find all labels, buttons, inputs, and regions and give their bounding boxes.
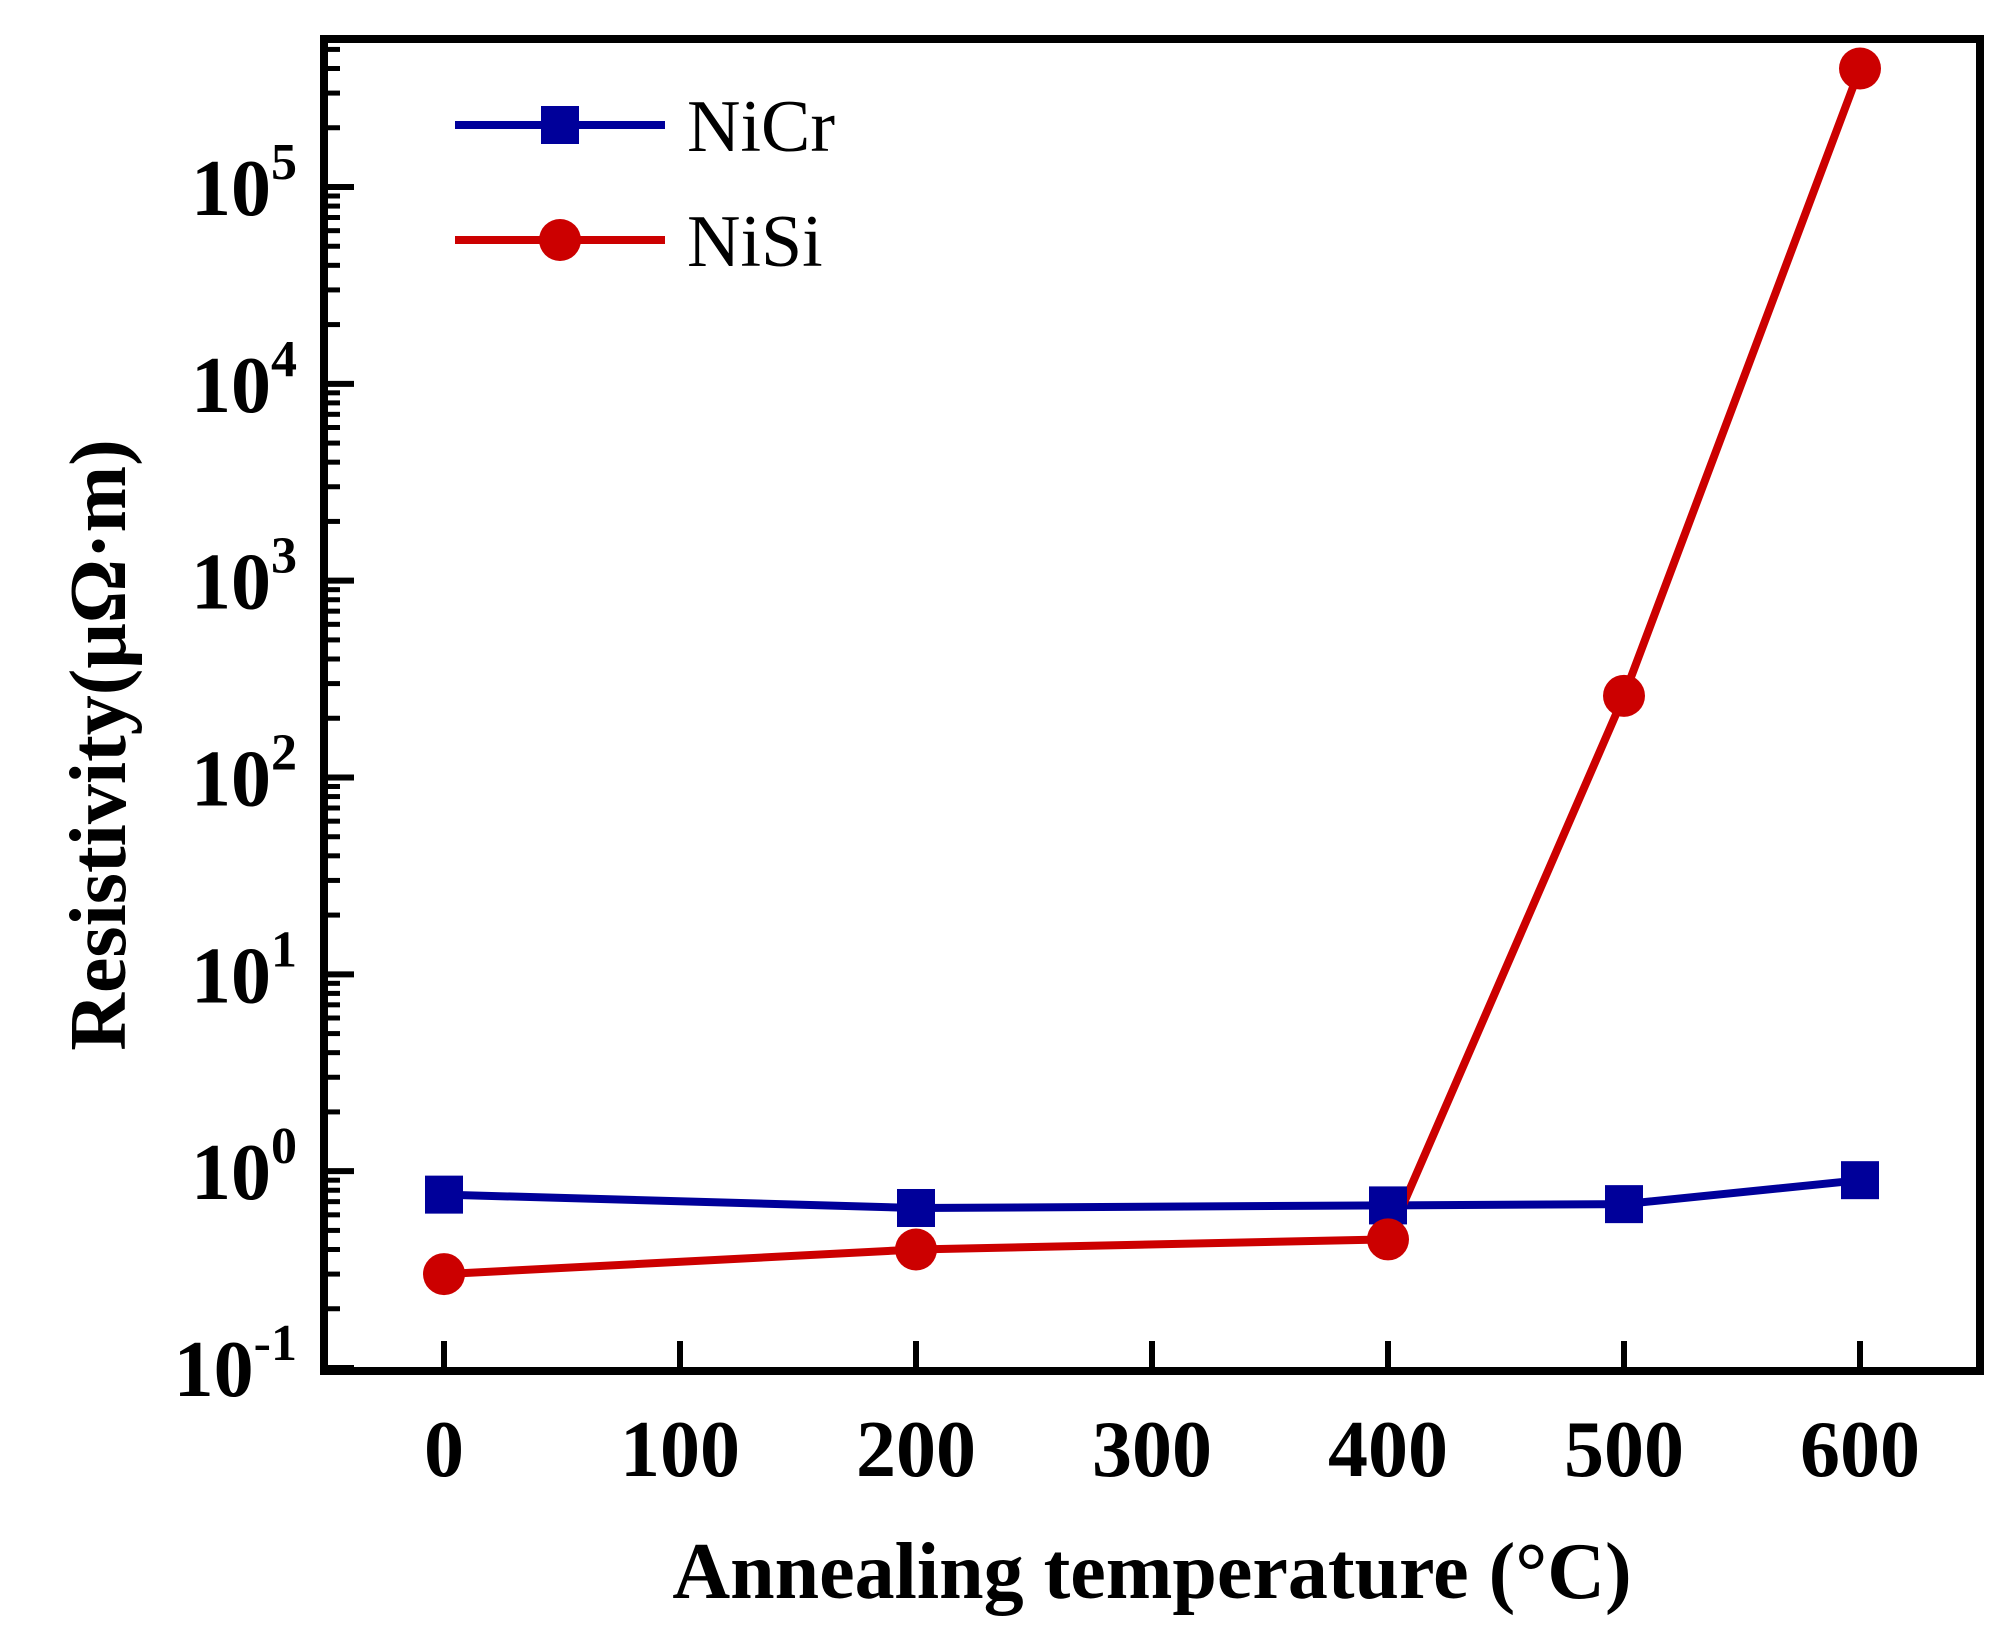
data-point-nicr — [897, 1188, 935, 1227]
legend: NiCr NiSi — [455, 86, 835, 283]
y-tick-label: 104 — [191, 331, 297, 430]
y-tick-label: 101 — [191, 921, 297, 1020]
y-tick-labels: 10-1 100 101 102 103 104 105 — [174, 134, 297, 1414]
x-tick-label: 200 — [856, 1406, 976, 1494]
y-axis-title: Resistivity(μΩ·m) — [55, 439, 143, 1051]
series-line-nisi — [443, 67, 1864, 1279]
y-tick-label: 10-1 — [174, 1315, 297, 1414]
data-point-nisi — [1839, 47, 1881, 90]
data-point-nisi — [895, 1228, 937, 1271]
series-line-nicr — [443, 1176, 1861, 1212]
x-tick-label: 500 — [1564, 1406, 1684, 1494]
y-tick-label: 100 — [191, 1118, 297, 1217]
y-tick-label: 105 — [191, 134, 297, 233]
x-tick-labels: 0 100 200 300 400 500 600 — [424, 1406, 1920, 1494]
x-tick-label: 300 — [1092, 1406, 1212, 1494]
data-point-nicr — [1605, 1185, 1643, 1224]
legend-marker-nicr — [541, 106, 579, 144]
data-point-nicr — [1841, 1161, 1879, 1200]
legend-marker-nisi — [539, 219, 581, 261]
x-tick-label: 600 — [1800, 1406, 1920, 1494]
series-layer — [423, 47, 1881, 1296]
data-point-nicr — [1369, 1186, 1407, 1225]
y-tick-label: 103 — [191, 528, 297, 627]
x-tick-label: 0 — [424, 1406, 464, 1494]
legend-label-nisi: NiSi — [687, 201, 823, 283]
data-point-nisi — [423, 1253, 465, 1296]
data-point-nisi — [1367, 1218, 1409, 1261]
data-point-nicr — [425, 1175, 463, 1214]
plot-area-frame — [320, 35, 1984, 1375]
y-tick-label: 102 — [191, 725, 297, 824]
x-tick-label: 100 — [620, 1406, 740, 1494]
legend-label-nicr: NiCr — [687, 86, 835, 168]
data-point-nisi — [1603, 674, 1645, 717]
x-axis-title: Annealing temperature (°C) — [672, 1528, 1631, 1616]
x-tick-label: 400 — [1328, 1406, 1448, 1494]
